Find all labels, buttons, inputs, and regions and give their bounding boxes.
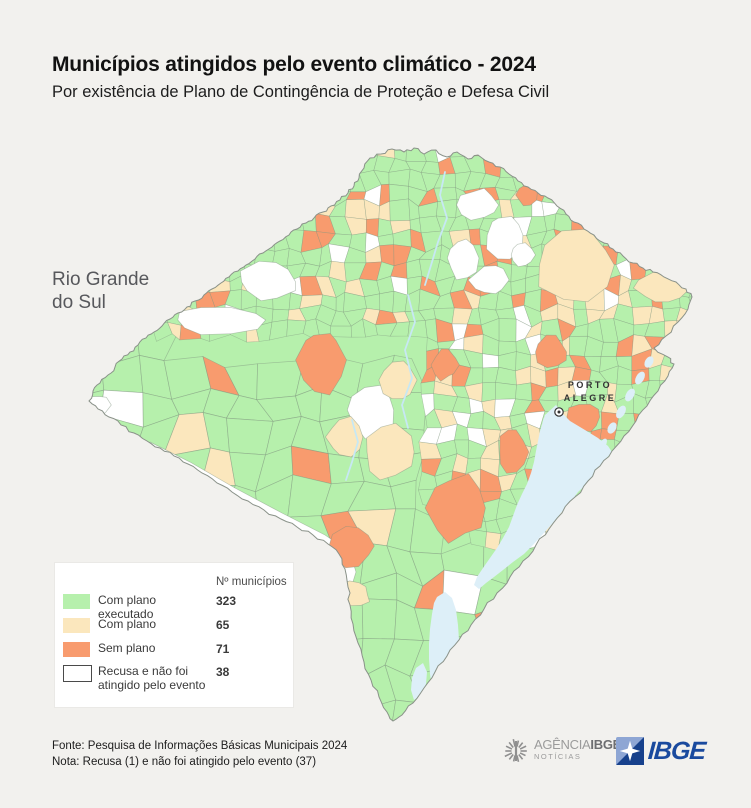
- legend-header: Nº municípios: [216, 576, 287, 588]
- porto-alegre-marker: [554, 407, 564, 417]
- footer-source: Fonte: Pesquisa de Informações Básicas M…: [52, 740, 348, 752]
- legend-swatch-white: [63, 665, 92, 682]
- page-title: Municípios atingidos pelo evento climáti…: [52, 53, 536, 76]
- state-outline: [88, 147, 693, 722]
- region-label: Rio Grande do Sul: [52, 269, 150, 313]
- legend-box: Nº municípios Com plano executado 323 Co…: [55, 563, 293, 707]
- ibge-logo: IBGE: [616, 735, 706, 767]
- page-subtitle: Por existência de Plano de Contingência …: [52, 83, 550, 101]
- city-label-alegre: ALEGRE: [564, 393, 617, 403]
- city-label-porto: PORTO: [568, 380, 612, 390]
- legend-swatch-green: [63, 594, 90, 609]
- legend-swatch-orange: [63, 642, 90, 657]
- agencia-ibge-noticias-logo: AGÊNCIAIBGE NOTÍCIAS: [503, 736, 621, 766]
- footer: Fonte: Pesquisa de Informações Básicas M…: [52, 738, 347, 770]
- agencia-burst-icon: [504, 739, 527, 762]
- ibge-diamond-icon: [616, 737, 644, 765]
- footer-note: Nota: Recusa (1) e não foi atingido pelo…: [52, 756, 317, 768]
- legend-swatch-peach: [63, 618, 90, 633]
